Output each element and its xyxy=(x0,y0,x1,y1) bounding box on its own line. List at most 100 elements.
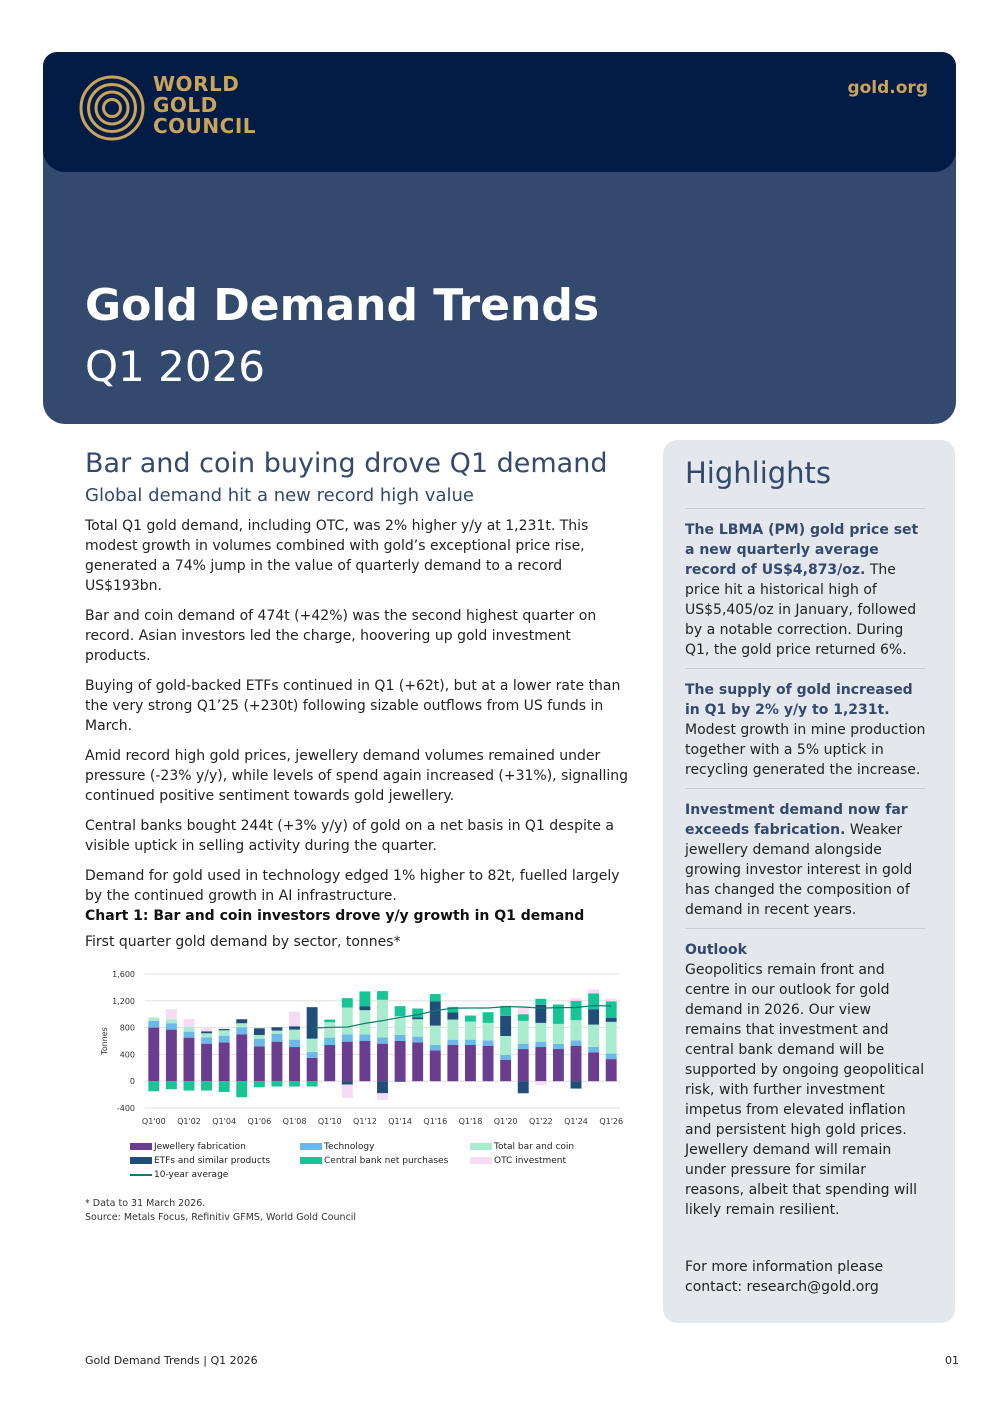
bar-segment xyxy=(535,998,547,1005)
bar-segment xyxy=(552,1049,564,1082)
bar-segment xyxy=(306,1052,318,1058)
gold-rings-icon xyxy=(79,75,145,141)
bar-segment xyxy=(201,1027,213,1032)
bar-segment xyxy=(605,1001,617,1018)
x-tick-label: Q1'00 xyxy=(142,1117,166,1126)
x-tick-label: Q1'20 xyxy=(494,1117,518,1126)
bar-segment xyxy=(253,1034,265,1039)
bar-segment xyxy=(377,1081,388,1094)
bar-segment xyxy=(447,1019,459,1040)
bar-segment xyxy=(218,1081,230,1092)
bar-segment xyxy=(271,1041,283,1082)
bar-segment xyxy=(535,1022,547,1042)
highlight-outlook: Outlook Geopolitics remain front and cent… xyxy=(685,940,927,1220)
bar-segment xyxy=(201,1043,213,1082)
y-tick-label: 800 xyxy=(120,1024,135,1033)
x-tick-label: Q1'02 xyxy=(177,1117,201,1126)
highlight-item: Investment demand now far exceeds fabric… xyxy=(685,800,927,920)
bar-segment xyxy=(482,1040,494,1046)
main-column: Bar and coin buying drove Q1 demand Glob… xyxy=(85,448,640,916)
world-gold-council-logo[interactable]: WORLD GOLD COUNCIL xyxy=(78,74,278,146)
bar-segment xyxy=(535,1081,547,1086)
bar-segment xyxy=(148,1081,160,1092)
highlight-lead: Investment demand now far exceeds fabric… xyxy=(685,802,908,838)
bar-segment xyxy=(341,1081,353,1085)
report-period: Q1 2026 xyxy=(85,342,266,391)
bar-segment xyxy=(570,1081,582,1089)
contact-info[interactable]: For more information please contact: res… xyxy=(685,1259,884,1295)
bar-segment xyxy=(253,1038,265,1047)
y-tick-label: -400 xyxy=(117,1104,135,1113)
bar-segment xyxy=(429,994,441,1002)
bar-segment xyxy=(588,989,600,994)
legend-swatch xyxy=(130,1157,152,1164)
bar-segment xyxy=(324,1022,336,1038)
body-paragraph: Total Q1 gold demand, including OTC, was… xyxy=(85,518,589,594)
legend-item-bar-coin: Total bar and coin xyxy=(470,1142,574,1154)
highlight-item: The LBMA (PM) gold price set a new quart… xyxy=(685,520,927,660)
bar-segment xyxy=(183,1031,195,1038)
bar-segment xyxy=(588,993,600,1010)
bar-segment xyxy=(429,1045,441,1051)
y-axis-label: Tonnes xyxy=(100,1027,109,1056)
divider xyxy=(685,508,925,509)
body-paragraph: Central banks bought 244t (+3% y/y) of g… xyxy=(85,818,615,854)
x-tick-label: Q1'12 xyxy=(353,1117,377,1126)
body-paragraph: Buying of gold-backed ETFs continued in … xyxy=(85,678,621,734)
bar-segment xyxy=(482,1022,494,1041)
bar-segment xyxy=(341,998,353,1008)
bar-segment xyxy=(394,1034,406,1041)
bar-segment xyxy=(570,1040,582,1046)
bar-segment xyxy=(341,1007,353,1035)
divider xyxy=(685,668,925,669)
bar-segment xyxy=(236,1023,248,1028)
highlight-lead: The supply of gold increased in Q1 by 2%… xyxy=(685,682,913,718)
logo-line-world: WORLD xyxy=(153,72,240,96)
report-header: WORLD GOLD COUNCIL gold.org Gold Demand … xyxy=(43,52,956,424)
bar-segment xyxy=(148,1017,160,1021)
bar-segment xyxy=(148,1020,160,1028)
bar-segment xyxy=(517,1081,529,1094)
legend-item-average: 10-year average xyxy=(130,1170,228,1182)
bar-segment xyxy=(183,1026,195,1032)
bar-segment xyxy=(236,1019,248,1024)
bar-segment xyxy=(500,1015,512,1036)
highlights-panel: Highlights The LBMA (PM) gold price set … xyxy=(663,440,955,1323)
legend-label: 10-year average xyxy=(154,1170,229,1180)
bar-segment xyxy=(289,1026,300,1030)
bar-segment xyxy=(359,1034,371,1041)
x-tick-label: Q1'04 xyxy=(212,1117,236,1126)
y-tick-label: 1,200 xyxy=(112,997,135,1006)
bar-segment xyxy=(588,1009,600,1025)
highlight-text: Modest growth in mine production togethe… xyxy=(685,722,926,778)
logo-line-council: COUNCIL xyxy=(153,114,257,138)
header-top-band: WORLD GOLD COUNCIL gold.org xyxy=(43,52,956,172)
bar-segment xyxy=(570,1020,582,1041)
bar-segment xyxy=(271,1027,283,1031)
outlook-heading: Outlook xyxy=(685,942,747,958)
bar-segment xyxy=(201,1031,213,1034)
bar-segment xyxy=(500,1035,512,1055)
outlook-text: Geopolitics remain front and centre in o… xyxy=(685,962,925,1218)
bar-segment xyxy=(605,1017,617,1022)
bar-segment xyxy=(306,1038,318,1053)
bar-segment xyxy=(552,1023,564,1045)
bar-segment xyxy=(570,998,582,1001)
bar-segment xyxy=(253,1028,265,1035)
section-subheading: Global demand hit a new record high valu… xyxy=(85,485,474,506)
bar-segment xyxy=(394,1041,406,1082)
bar-segment xyxy=(359,1010,371,1035)
legend-line xyxy=(130,1173,152,1176)
x-tick-label: Q1'22 xyxy=(529,1117,553,1126)
bar-segment xyxy=(218,1035,230,1043)
bar-segment xyxy=(465,1045,476,1082)
bar-segment xyxy=(517,1006,529,1015)
x-tick-label: Q1'18 xyxy=(459,1117,483,1126)
site-link[interactable]: gold.org xyxy=(847,78,928,98)
bar-segment xyxy=(271,1030,283,1034)
bar-segment xyxy=(535,1041,547,1048)
bar-segment xyxy=(289,1081,300,1087)
legend-swatch xyxy=(300,1143,322,1150)
bar-segment xyxy=(253,1046,265,1082)
chart-subtitle: First quarter gold demand by sector, ton… xyxy=(85,934,401,950)
